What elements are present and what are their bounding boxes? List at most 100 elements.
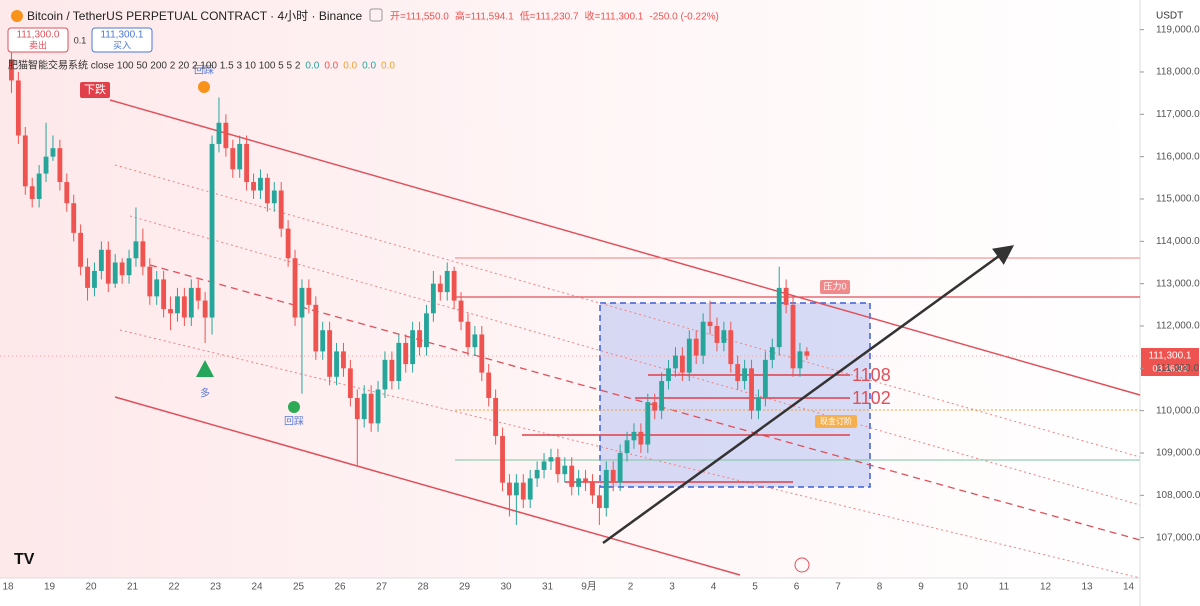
candle-body (251, 182, 256, 191)
y-tick-label: 118,000.0 (1156, 67, 1200, 78)
background (0, 0, 1140, 578)
ohlc-value: 低=111,230.7 (520, 10, 579, 23)
sell-button[interactable] (7, 27, 69, 53)
candle-body (105, 249, 111, 284)
x-tick-label: 25 (293, 582, 305, 593)
annotation-box (815, 415, 857, 428)
x-tick-label: 10 (957, 582, 969, 593)
candle-body (334, 351, 339, 377)
candle-body (742, 368, 748, 382)
candle-body (181, 296, 187, 318)
candle-body (666, 368, 671, 382)
candle-body (507, 482, 512, 496)
candle-body (804, 351, 810, 356)
event-icon (794, 557, 810, 573)
candle-body (776, 287, 782, 348)
candle-body (555, 457, 561, 475)
candle-body (112, 262, 118, 284)
candle-body (168, 309, 173, 314)
coin-icon (11, 10, 23, 22)
candle-body (444, 270, 450, 293)
candle-body (493, 397, 499, 437)
candle-body (610, 469, 616, 483)
candle-body (327, 330, 333, 377)
candle-body (299, 287, 305, 318)
candle-body (541, 461, 547, 470)
candle-body (92, 270, 97, 288)
candle-body (133, 241, 139, 259)
annotation: 回踩 (284, 416, 304, 428)
y-tick-label: 114,000.0 (1156, 236, 1200, 247)
candle-body (341, 351, 346, 369)
collapse-button[interactable] (369, 8, 383, 22)
x-tick-label: 13 (1081, 582, 1093, 593)
candle-body (631, 431, 637, 441)
candle-body (216, 122, 222, 144)
candle-body (57, 148, 63, 183)
y-tick-label: 108,000.0 (1156, 490, 1200, 501)
candle-body (472, 334, 478, 348)
x-tick-label: 9月 (581, 581, 597, 593)
ohlc-header: 开=111,550.0 高=111,594.1 低=111,230.7 收=111,3… (390, 10, 719, 23)
signal-triangle (196, 360, 214, 377)
candle-body (769, 347, 775, 360)
x-tick-label: 19 (44, 582, 56, 593)
ohlc-value: 收=111,300.1 (585, 10, 644, 23)
candle-body (686, 338, 692, 373)
y-tick-label: 117,000.0 (1156, 109, 1200, 120)
channel-dotted (129, 215, 1141, 506)
annotation-box (80, 82, 110, 98)
candle-body (417, 330, 422, 348)
candle-body (403, 342, 409, 365)
x-tick-label: 5 (752, 582, 758, 593)
candle-body (382, 359, 388, 390)
x-tick-label: 2 (628, 582, 634, 593)
candle-body (188, 287, 194, 318)
candle-body (534, 469, 540, 479)
candle-body (790, 304, 796, 369)
x-tick-label: 4 (711, 582, 717, 593)
candle-body (797, 351, 803, 369)
candle-body (85, 266, 90, 288)
candle-body (617, 452, 623, 483)
y-tick-label: 107,000.0 (1156, 532, 1200, 543)
candle-body (119, 262, 125, 276)
ohlc-value: 开=111,550.0 (390, 12, 449, 23)
candles (9, 50, 810, 525)
indicator-text: 肥猫智能交易系统 close 100 50 200 2 20 2 100 1.5… (8, 59, 301, 72)
candle-body (271, 190, 277, 204)
buy-price: 111,300.1 (100, 30, 143, 41)
candle-body (721, 330, 727, 343)
candle-body (590, 482, 595, 496)
candle-body (659, 381, 665, 411)
x-tick-label: 12 (1040, 582, 1052, 593)
candle-body (140, 241, 146, 267)
x-tick-label: 30 (500, 582, 512, 593)
candle-body (15, 80, 21, 136)
candle-body (569, 465, 575, 487)
y-tick-label: 111,000.0 (1156, 363, 1199, 374)
candle-body (430, 283, 436, 314)
countdown: 03:26:33 (1152, 363, 1187, 373)
candle-body (437, 283, 443, 293)
candle-body (161, 279, 167, 310)
candle-body (154, 279, 160, 297)
annotation: 回踩 (194, 65, 214, 77)
annotation: 1102 (852, 388, 891, 408)
candle-body (679, 355, 685, 373)
candle-body (451, 270, 457, 301)
candle-body (583, 478, 588, 483)
buy-button[interactable] (91, 27, 153, 53)
candle-body (285, 228, 291, 259)
candle-body (486, 372, 492, 398)
channel-bottom (114, 396, 741, 576)
candle-body (410, 330, 416, 365)
candle-body (244, 143, 250, 183)
candle-body (71, 203, 77, 233)
candle-body (645, 402, 651, 445)
trend-arrow (602, 245, 1015, 545)
y-tick-label: 109,000.0 (1156, 448, 1200, 459)
indicator-value: 0.0 (305, 61, 319, 72)
candle-body (209, 143, 215, 318)
candle-body (223, 122, 229, 149)
